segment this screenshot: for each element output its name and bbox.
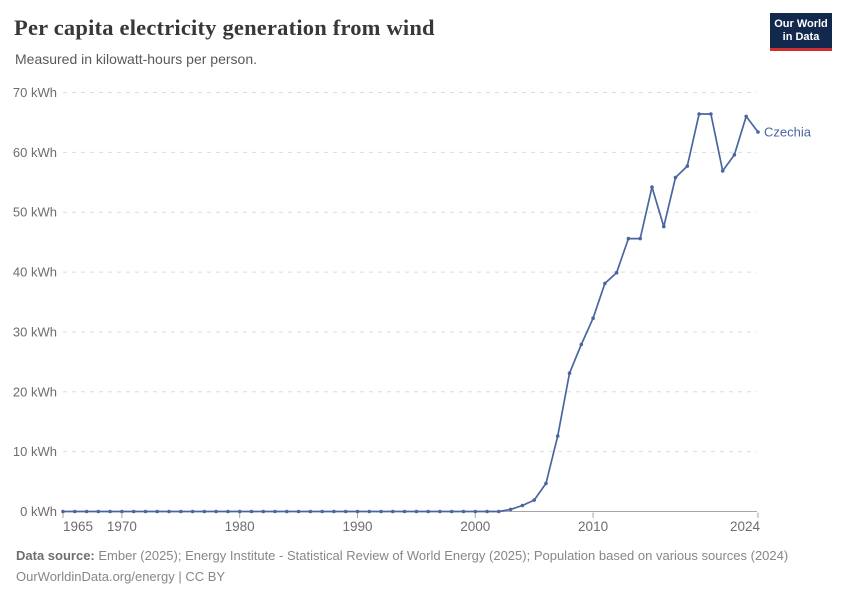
data-point [638,236,642,241]
data-point [438,509,442,514]
data-point [461,509,466,514]
data-point [673,175,678,180]
x-axis-tick-label: 2010 [578,519,608,534]
data-source-label: Data source: [16,548,95,563]
data-point [108,509,112,514]
owid-energy-link[interactable]: OurWorldinData.org/energy [16,568,175,584]
data-point [414,509,419,514]
data-point [261,509,266,514]
entity-label-czechia[interactable]: Czechia [764,125,812,140]
chart-footer: Data source: Ember (2025); Energy Instit… [16,546,836,587]
data-point [756,130,760,134]
x-axis-tick-label: 1990 [342,519,372,534]
data-point [473,509,478,514]
data-point [391,509,395,514]
owid-logo-line2: in Data [782,31,820,43]
data-point [744,114,748,119]
data-point [485,509,489,514]
data-point [614,270,619,275]
data-point [179,509,183,514]
x-axis-tick-label: 1965 [63,519,93,534]
data-point [508,507,513,512]
data-point [685,164,690,168]
data-point [355,509,360,514]
license-line: OurWorldinData.org/energy | CC BY [16,567,836,588]
data-point [426,509,431,514]
data-point [143,509,148,514]
x-axis-tick-label: 1980 [225,519,255,534]
data-point [626,236,631,241]
data-source-line: Data source: Ember (2025); Energy Instit… [16,546,836,567]
data-point [73,509,77,514]
data-point [720,169,725,173]
data-point [61,509,65,514]
data-point [650,185,654,189]
y-axis-tick-label: 20 kWh [13,384,57,399]
data-point [532,498,536,502]
data-point [308,509,313,514]
y-axis-tick-label: 30 kWh [13,324,57,339]
chart-subtitle: Measured in kilowatt-hours per person. [15,51,258,67]
data-point [155,509,159,514]
data-point [96,509,101,514]
y-axis-tick-label: 50 kWh [13,205,57,220]
data-point [131,509,136,514]
data-point [544,481,548,486]
data-point [249,509,254,514]
data-point [320,509,325,514]
series-line-czechia[interactable] [62,113,759,513]
data-point [202,509,207,514]
chart-title: Per capita electricity generation from w… [14,15,435,40]
license-separator: | [174,568,186,584]
y-axis-tick-label: 0 kWh [20,504,57,519]
data-point [697,112,701,116]
data-point [732,153,737,157]
data-source-text: Ember (2025); Energy Institute - Statist… [98,548,789,563]
data-point [237,509,242,514]
data-point [709,112,713,116]
y-axis-tick-label: 10 kWh [13,444,57,459]
x-axis-tick-label: 1970 [107,519,137,534]
data-point [296,509,301,514]
data-point [343,509,348,514]
data-point [120,509,124,514]
y-axis-tick-label: 70 kWh [13,85,57,100]
data-point [167,509,171,514]
data-point [332,509,336,514]
data-point [190,509,195,514]
y-axis-tick-label: 40 kWh [13,265,57,280]
data-point [520,503,525,508]
data-point [273,509,277,514]
x-axis-tick-label: 2000 [460,519,490,534]
data-point [567,371,572,376]
owid-logo-line1: Our World [774,18,828,30]
data-point [214,509,218,514]
data-point [402,509,407,514]
data-point [555,434,560,438]
data-point [579,342,584,347]
data-point [449,509,454,514]
data-point [367,509,372,514]
data-point [285,509,289,514]
data-point [662,224,666,229]
data-point [603,281,607,286]
data-point [84,509,89,514]
data-point [497,509,501,514]
owid-logo[interactable]: Our World in Data [770,13,832,51]
data-point [591,316,595,321]
data-point [226,509,230,514]
y-axis-tick-label: 60 kWh [13,145,57,160]
data-point [379,509,383,514]
license-label: CC BY [185,568,226,584]
x-axis-tick-label: 2024 [730,519,761,534]
